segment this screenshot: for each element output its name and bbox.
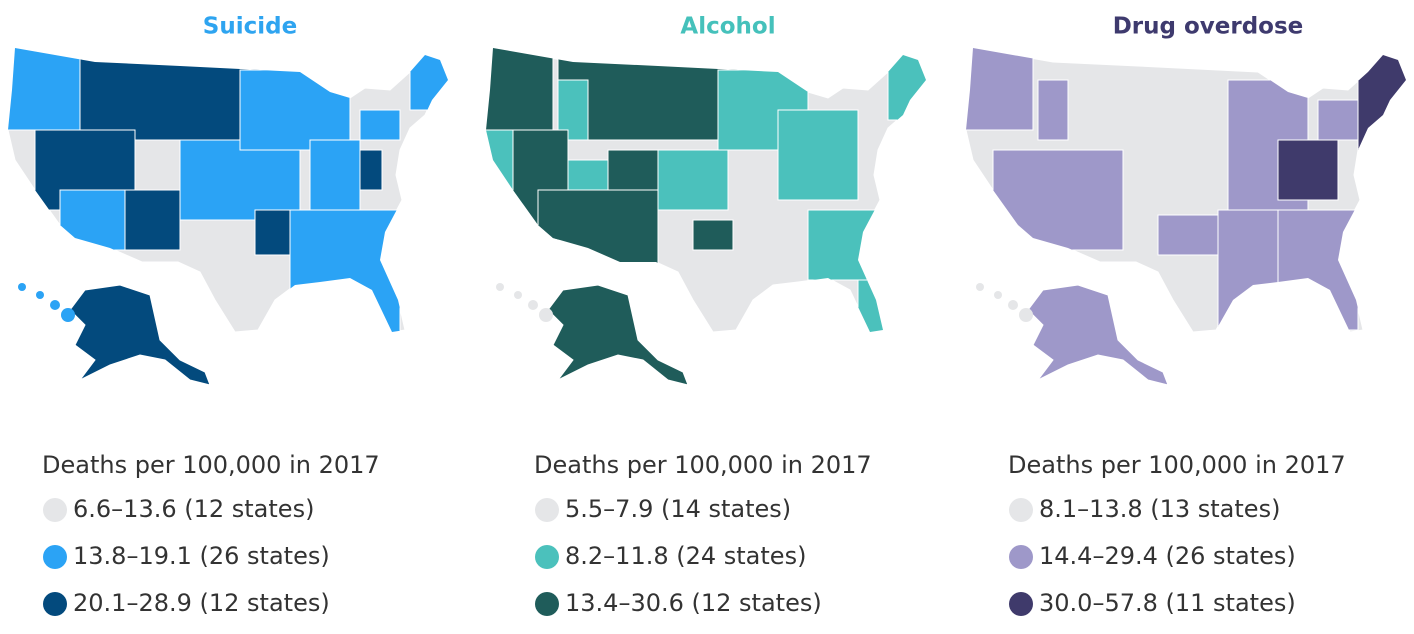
hawaii bbox=[1019, 308, 1033, 322]
state-region bbox=[537, 189, 659, 271]
state-region bbox=[1157, 214, 1219, 256]
state-region bbox=[1277, 209, 1359, 331]
hawaii bbox=[61, 308, 75, 322]
legend-label: 30.0–57.8 (11 states) bbox=[1039, 589, 1296, 617]
state-region bbox=[1317, 99, 1359, 141]
state-region bbox=[992, 149, 1124, 251]
legend-label: 20.1–28.9 (12 states) bbox=[73, 589, 330, 617]
hawaii bbox=[1008, 300, 1018, 310]
map bbox=[965, 47, 1407, 386]
state-region bbox=[359, 149, 383, 191]
legend-label: 8.2–11.8 (24 states) bbox=[565, 542, 806, 570]
legend-swatch bbox=[535, 592, 559, 616]
state-region bbox=[309, 139, 361, 211]
map bbox=[7, 47, 449, 386]
hawaii bbox=[528, 300, 538, 310]
legend-swatch bbox=[535, 545, 559, 569]
state-region bbox=[857, 279, 889, 332]
legend-label: 14.4–29.4 (26 states) bbox=[1039, 542, 1296, 570]
map-title: Suicide bbox=[203, 14, 297, 40]
map bbox=[485, 47, 927, 386]
hawaii bbox=[976, 283, 984, 291]
state-region bbox=[59, 189, 126, 251]
legend-title: Deaths per 100,000 in 2017 bbox=[42, 451, 380, 479]
legend-swatch bbox=[1009, 545, 1033, 569]
state-region bbox=[359, 109, 401, 141]
hawaii bbox=[496, 283, 504, 291]
legend-swatch bbox=[43, 498, 67, 522]
state-region bbox=[1357, 49, 1406, 151]
state-region bbox=[239, 69, 351, 151]
legend-label: 6.6–13.6 (12 states) bbox=[73, 495, 314, 523]
legend-label: 13.4–30.6 (12 states) bbox=[565, 589, 822, 617]
state-region bbox=[807, 209, 879, 281]
state-region bbox=[1277, 139, 1339, 201]
state-region bbox=[289, 209, 401, 332]
legend-label: 5.5–7.9 (14 states) bbox=[565, 495, 791, 523]
legend-label: 13.8–19.1 (26 states) bbox=[73, 542, 330, 570]
legend-swatch bbox=[43, 592, 67, 616]
alaska bbox=[69, 284, 211, 386]
state-region bbox=[1217, 209, 1279, 331]
hawaii bbox=[994, 291, 1002, 299]
state-region bbox=[124, 189, 181, 251]
alaska bbox=[547, 284, 689, 386]
hawaii bbox=[514, 291, 522, 299]
legend-swatch bbox=[43, 545, 67, 569]
state-region bbox=[79, 48, 261, 141]
map-title: Alcohol bbox=[680, 14, 775, 40]
hawaii bbox=[539, 308, 553, 322]
state-region bbox=[1037, 79, 1069, 141]
hawaii bbox=[36, 291, 44, 299]
state-region bbox=[777, 109, 859, 201]
state-region bbox=[179, 139, 301, 221]
hawaii bbox=[50, 300, 60, 310]
legend-swatch bbox=[535, 498, 559, 522]
state-region bbox=[657, 149, 729, 211]
legend-title: Deaths per 100,000 in 2017 bbox=[1008, 451, 1346, 479]
alaska bbox=[1027, 284, 1169, 386]
legend-swatch bbox=[1009, 592, 1033, 616]
state-region bbox=[486, 48, 554, 131]
hawaii bbox=[18, 283, 26, 291]
legend-swatch bbox=[1009, 498, 1033, 522]
state-region bbox=[692, 219, 734, 251]
map-title: Drug overdose bbox=[1113, 14, 1304, 40]
legend-label: 8.1–13.8 (13 states) bbox=[1039, 495, 1280, 523]
state-region bbox=[966, 48, 1034, 131]
state-region bbox=[887, 49, 926, 121]
legend-title: Deaths per 100,000 in 2017 bbox=[534, 451, 872, 479]
state-region bbox=[254, 209, 291, 256]
